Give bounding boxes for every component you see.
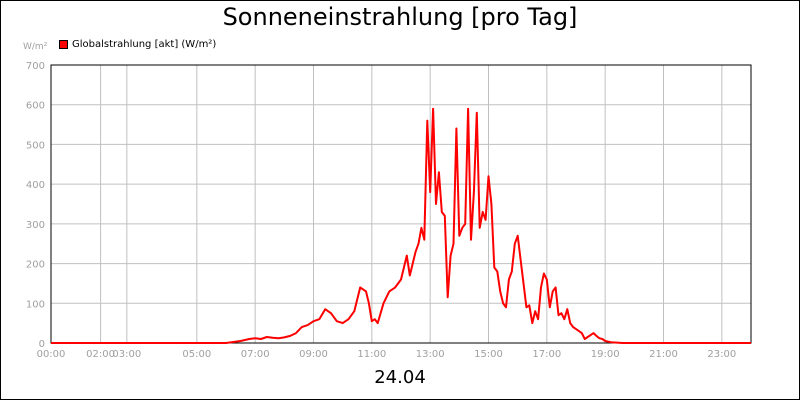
y-tick-label: 100 (26, 299, 45, 310)
x-tick-label: 11:00 (357, 349, 386, 360)
x-axis-date-label: 24.04 (374, 367, 426, 388)
x-tick-label: 05:00 (182, 349, 211, 360)
x-tick-label: 07:00 (241, 349, 270, 360)
y-tick-label: 300 (26, 220, 45, 231)
y-axis-unit-label: W/m² (23, 42, 48, 52)
legend: Globalstrahlung [akt] (W/m²) (59, 39, 216, 50)
x-tick-label: 03:00 (112, 349, 141, 360)
x-tick-label: 02:00 (86, 349, 115, 360)
y-tick-label: 500 (26, 140, 45, 151)
y-tick-label: 200 (26, 260, 45, 271)
y-tick-label: 0 (39, 339, 45, 350)
x-tick-label: 13:00 (416, 349, 445, 360)
plot-border (50, 64, 752, 344)
x-tick-label: 21:00 (649, 349, 678, 360)
chart-title: Sonneneinstrahlung [pro Tag] (222, 3, 578, 31)
x-tick-label: 23:00 (707, 349, 736, 360)
x-tick-label: 19:00 (591, 349, 620, 360)
x-tick-label: 00:00 (37, 349, 66, 360)
x-tick-label: 09:00 (299, 349, 328, 360)
legend-entry-label: Globalstrahlung [akt] (W/m²) (72, 39, 217, 50)
x-tick-label: 17:00 (532, 349, 561, 360)
y-tick-label: 400 (26, 180, 45, 191)
x-tick-label: 15:00 (474, 349, 503, 360)
legend-swatch (59, 40, 68, 49)
y-tick-label: 600 (26, 101, 45, 112)
y-tick-label: 700 (26, 61, 45, 72)
series-line-0 (51, 107, 751, 344)
